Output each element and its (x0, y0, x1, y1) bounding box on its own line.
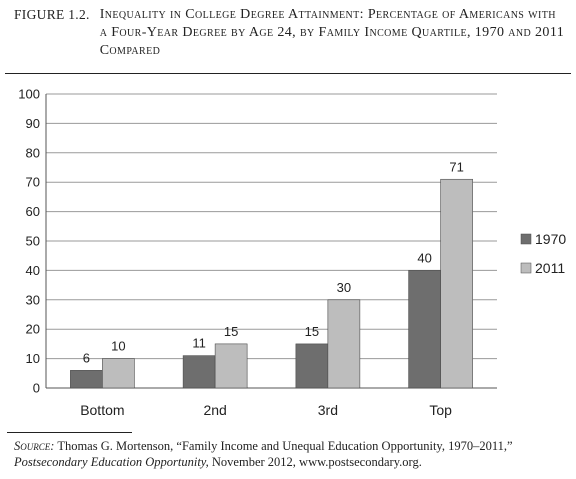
y-tick-label: 30 (26, 292, 40, 307)
data-label: 11 (192, 336, 206, 351)
bar-2011-top (440, 178, 473, 389)
bar-2011-bottom (102, 358, 135, 389)
legend: 1970 2011 (520, 231, 566, 276)
source-rest: November 2012, www.postsecondary.org. (208, 455, 422, 469)
data-label: 6 (83, 350, 90, 365)
y-tick-label: 40 (26, 263, 40, 278)
x-category-label: Bottom (80, 402, 124, 418)
y-tick-label: 100 (18, 87, 40, 102)
y-tick-label: 10 (26, 351, 40, 366)
y-tick-label: 20 (26, 322, 40, 337)
header-rule (5, 73, 571, 74)
y-tick-label: 60 (26, 204, 40, 219)
source-rule (7, 432, 132, 433)
data-label: 40 (417, 250, 431, 265)
figure-number: FIGURE 1.2. (14, 7, 90, 22)
bars (70, 178, 473, 389)
data-labels: 6 10 11 15 15 30 40 71 (83, 159, 464, 365)
legend-label: 2011 (535, 260, 565, 276)
figure-title: Inequality in College Degree Attainment:… (99, 7, 565, 58)
bar-1970-2nd (182, 355, 216, 389)
data-label: 15 (224, 324, 238, 339)
data-label: 30 (337, 280, 351, 295)
figure-header: FIGURE 1.2. Inequality in College Degree… (14, 6, 566, 60)
legend-label: 1970 (535, 231, 566, 247)
data-label: 10 (111, 339, 125, 354)
bar-2011-2nd (214, 343, 248, 389)
y-tick-label: 50 (26, 234, 40, 249)
x-category-label: 2nd (203, 402, 226, 418)
legend-swatch-1970 (520, 233, 532, 245)
data-label: 15 (305, 324, 319, 339)
y-tick-label: 90 (26, 116, 40, 131)
y-tick-label: 70 (26, 175, 40, 190)
bar-1970-3rd (295, 343, 329, 389)
bar-1970-top (408, 270, 441, 389)
data-label: 71 (449, 159, 463, 174)
bar-1970-bottom (70, 370, 103, 389)
x-category-label: 3rd (318, 402, 338, 418)
source-note: Source: Thomas G. Mortenson, “Family Inc… (14, 438, 570, 470)
y-tick-label: 80 (26, 145, 40, 160)
source-text: Thomas G. Mortenson, “Family Income and … (54, 439, 513, 453)
legend-swatch-2011 (520, 262, 532, 274)
y-tick-label: 0 (33, 381, 40, 396)
bar-2011-3rd (327, 299, 361, 389)
axes: 0 10 20 30 40 50 60 70 80 90 100 Bottom 2nd 3rd Top (18, 87, 497, 418)
source-publication: Postsecondary Education Opportunity, (14, 455, 209, 469)
x-category-label: Top (429, 402, 452, 418)
source-label: Source: (14, 439, 55, 453)
